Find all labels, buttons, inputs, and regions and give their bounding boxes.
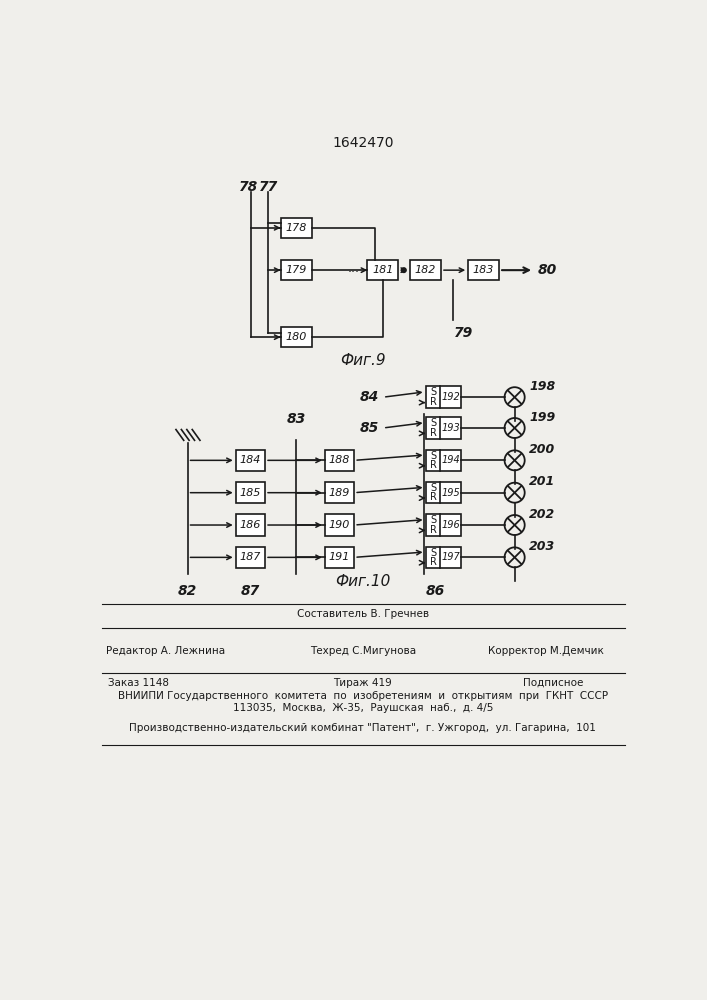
Bar (235, 482, 265, 503)
Bar (426, 417, 461, 439)
Text: Производственно-издательский комбинат "Патент",  г. Ужгород,  ул. Гагарина,  101: Производственно-издательский комбинат "П… (129, 723, 596, 733)
Text: R: R (430, 492, 436, 502)
Text: Составитель В. Гречнев: Составитель В. Гречнев (297, 609, 428, 619)
Text: Техред С.Мигунова: Техред С.Мигунова (310, 646, 416, 656)
Text: 189: 189 (329, 488, 350, 498)
Text: S: S (430, 451, 436, 461)
Text: 181: 181 (372, 265, 394, 275)
Text: 188: 188 (329, 455, 350, 465)
Text: 84: 84 (360, 390, 379, 404)
Text: 77: 77 (259, 180, 278, 194)
Text: 190: 190 (329, 520, 350, 530)
Text: 82: 82 (178, 584, 197, 598)
Text: Корректор М.Демчик: Корректор М.Демчик (488, 646, 604, 656)
Bar (325, 482, 354, 503)
Text: 194: 194 (441, 455, 460, 465)
Text: R: R (430, 525, 436, 535)
Text: Фиг.10: Фиг.10 (335, 574, 390, 589)
Text: S: S (430, 418, 436, 428)
Bar (325, 514, 354, 536)
Text: 78: 78 (239, 180, 259, 194)
Bar (325, 547, 354, 568)
Text: 185: 185 (240, 488, 261, 498)
Text: 195: 195 (441, 488, 460, 498)
Text: 183: 183 (473, 265, 494, 275)
Text: 184: 184 (240, 455, 261, 465)
Text: 179: 179 (286, 265, 307, 275)
Text: R: R (430, 397, 436, 407)
Bar (368, 260, 398, 280)
Text: 200: 200 (530, 443, 556, 456)
Text: 80: 80 (538, 263, 557, 277)
Text: 203: 203 (530, 540, 556, 553)
Text: 83: 83 (286, 412, 305, 426)
Bar (235, 450, 265, 471)
Text: 199: 199 (530, 411, 556, 424)
Text: 192: 192 (441, 392, 460, 402)
Text: 201: 201 (530, 475, 556, 488)
Text: S: S (430, 387, 436, 397)
Text: 1642470: 1642470 (332, 136, 394, 150)
Text: 79: 79 (454, 326, 474, 340)
Text: Редактор А. Лежнина: Редактор А. Лежнина (106, 646, 226, 656)
Text: S: S (430, 483, 436, 493)
Bar (426, 514, 461, 536)
Text: 191: 191 (329, 552, 350, 562)
Text: R: R (430, 428, 436, 438)
Text: 186: 186 (240, 520, 261, 530)
Bar (426, 547, 461, 568)
Text: 85: 85 (360, 421, 379, 435)
Bar (235, 547, 265, 568)
Text: 196: 196 (441, 520, 460, 530)
Bar (281, 260, 312, 280)
Text: Подписное: Подписное (523, 678, 583, 688)
Text: Фиг.9: Фиг.9 (340, 353, 385, 368)
Bar (426, 386, 461, 408)
Bar (426, 482, 461, 503)
Bar (281, 218, 312, 238)
Text: 198: 198 (530, 380, 556, 393)
Text: R: R (430, 557, 436, 567)
Text: ...: ... (347, 262, 359, 275)
Text: 202: 202 (530, 508, 556, 521)
Text: R: R (430, 460, 436, 470)
Text: 87: 87 (240, 584, 260, 598)
Text: Тираж 419: Тираж 419 (333, 678, 392, 688)
Text: 187: 187 (240, 552, 261, 562)
Bar (325, 450, 354, 471)
Text: 180: 180 (286, 332, 307, 342)
Bar (468, 260, 499, 280)
Text: S: S (430, 548, 436, 558)
Text: 86: 86 (426, 584, 445, 598)
Text: 178: 178 (286, 223, 307, 233)
Text: ВНИИПИ Государственного  комитета  по  изобретениям  и  открытиям  при  ГКНТ  СС: ВНИИПИ Государственного комитета по изоб… (117, 691, 608, 701)
Text: 182: 182 (415, 265, 436, 275)
Text: 197: 197 (441, 552, 460, 562)
Bar (281, 327, 312, 347)
Circle shape (402, 268, 406, 272)
Text: 113035,  Москва,  Ж-35,  Раушская  наб.,  д. 4/5: 113035, Москва, Ж-35, Раушская наб., д. … (233, 703, 493, 713)
Text: Заказ 1148: Заказ 1148 (108, 678, 169, 688)
Text: S: S (430, 515, 436, 525)
Bar (410, 260, 441, 280)
Bar (426, 450, 461, 471)
Bar (235, 514, 265, 536)
Text: 193: 193 (441, 423, 460, 433)
